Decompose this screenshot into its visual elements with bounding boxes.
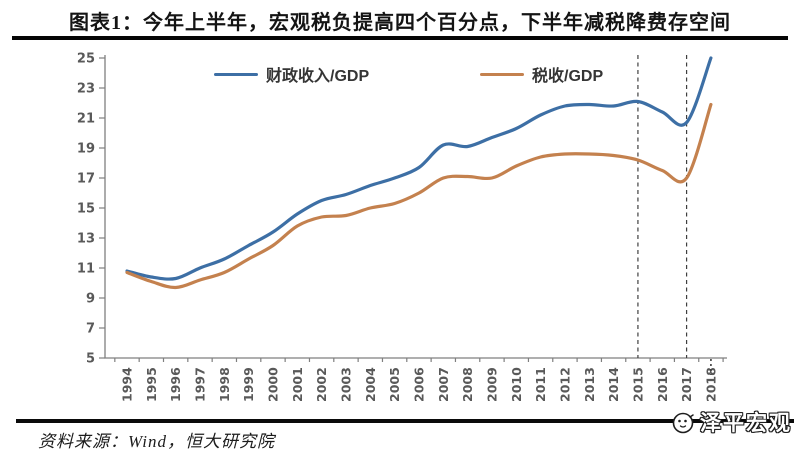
x-axis-label: 2018: [703, 367, 718, 402]
x-axis-label: 2006: [412, 367, 427, 402]
x-axis-label: 2004: [363, 367, 378, 402]
chart-title: 图表1：今年上半年，宏观税负提高四个百分点，下半年减税降费存空间: [69, 12, 731, 34]
y-axis-label: 21: [77, 112, 95, 127]
fiscal-line-swatch-icon: [214, 72, 258, 76]
y-axis-label: 17: [77, 172, 95, 187]
x-axis-label: 2009: [484, 367, 499, 402]
footer-rule: [16, 419, 794, 423]
x-axis-label: 2005: [387, 367, 402, 402]
x-axis-label: 1994: [120, 367, 135, 402]
tax-line: [125, 102, 713, 290]
x-axis-label: 1999: [241, 367, 256, 402]
x-axis-label: 1998: [217, 367, 232, 402]
y-axis-label: 5: [86, 352, 95, 367]
x-axis-label: 1996: [168, 367, 183, 402]
x-axis-label: 2010: [509, 367, 524, 402]
fiscal-revenue-line: [125, 56, 713, 281]
y-axis-label: 19: [77, 142, 95, 157]
x-axis-label: 2008: [460, 367, 475, 402]
x-axis-label: 1995: [144, 367, 159, 402]
zeping-logo-text: 泽平宏观: [700, 412, 792, 435]
legend-item-tax: 税收/GDP: [480, 62, 603, 86]
y-axis-label: 13: [77, 232, 95, 247]
tax-line-swatch-icon: [480, 72, 524, 76]
y-axis-label: 23: [77, 82, 95, 97]
zeping-logo-face-icon: [672, 412, 694, 434]
y-axis-label: 25: [77, 52, 95, 67]
y-axis-label: 7: [86, 322, 95, 337]
y-axis-label: 11: [77, 262, 95, 277]
y-axis-label: 15: [77, 202, 95, 217]
zeping-logo: 泽平宏观: [670, 407, 792, 437]
x-axis-label: 2000: [266, 367, 281, 402]
x-axis-label: 2002: [314, 367, 329, 402]
x-axis-label: 2012: [557, 367, 572, 402]
x-axis-label: 2017: [679, 367, 694, 402]
tax-legend-label: 税收/GDP: [532, 68, 604, 85]
x-axis-label: 2014: [606, 367, 621, 402]
x-axis-label: 1997: [193, 367, 208, 402]
x-axis-label: 2001: [290, 367, 305, 402]
x-axis-label: 2007: [436, 367, 451, 402]
legend-item-fiscal: 财政收入/GDP: [214, 62, 369, 86]
x-axis-label: 2003: [339, 367, 354, 402]
y-axis-label: 9: [86, 292, 95, 307]
x-axis-label: 2015: [630, 367, 645, 402]
x-axis-label: 2016: [655, 367, 670, 402]
source-note: 资料来源：Wind，恒大研究院: [38, 432, 275, 451]
title-rule: [12, 36, 788, 40]
fiscal-legend-label: 财政收入/GDP: [266, 68, 370, 85]
x-axis-label: 2011: [533, 367, 548, 402]
x-axis-label: 2013: [582, 367, 597, 402]
